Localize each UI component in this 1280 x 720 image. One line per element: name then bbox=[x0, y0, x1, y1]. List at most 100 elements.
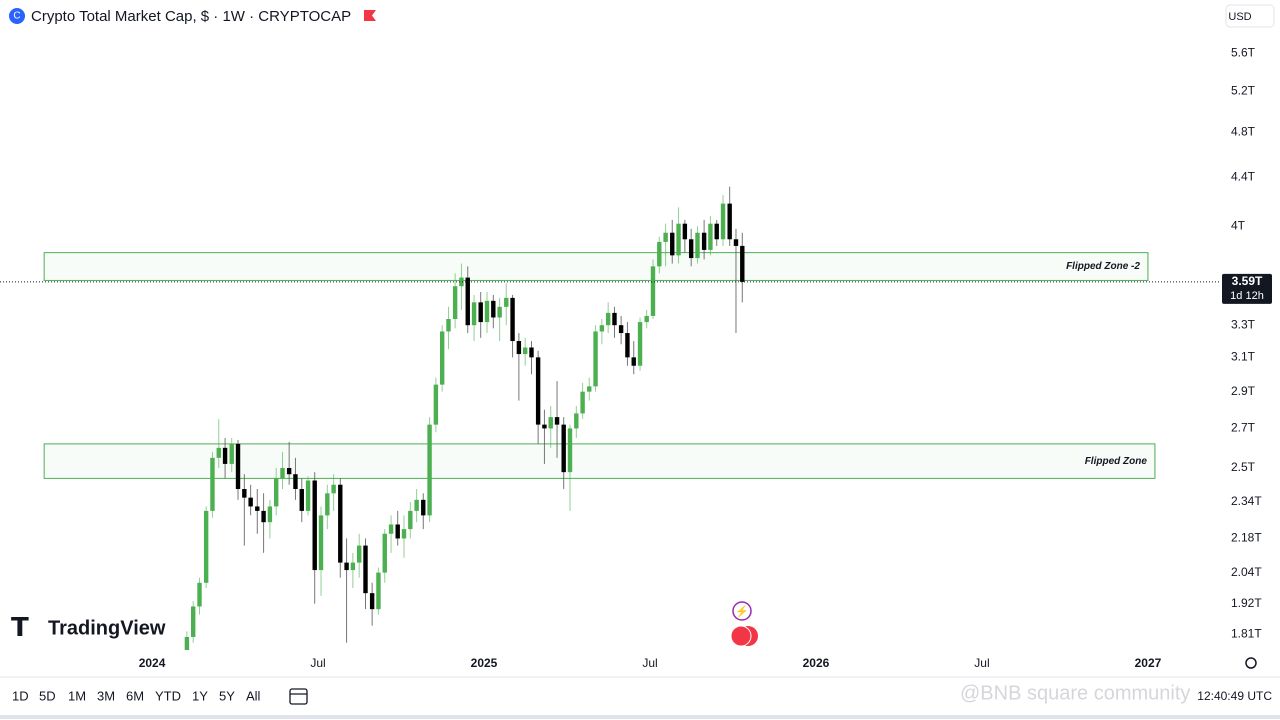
range-button[interactable]: 1D bbox=[12, 688, 29, 703]
candle-body bbox=[274, 478, 279, 507]
currency-label[interactable]: USD bbox=[1228, 11, 1251, 23]
candle-body bbox=[516, 341, 522, 355]
range-button[interactable]: 6M bbox=[126, 688, 144, 703]
candle-body bbox=[191, 606, 196, 637]
range-button[interactable]: All bbox=[246, 688, 261, 703]
y-tick-label: 5.6T bbox=[1231, 45, 1256, 59]
candle-body bbox=[599, 325, 605, 332]
candle-body bbox=[414, 499, 419, 511]
x-tick-label: 2025 bbox=[471, 656, 498, 670]
candle-body bbox=[504, 297, 509, 307]
countdown: 1d 12h bbox=[1230, 290, 1264, 302]
candle-body bbox=[618, 325, 624, 334]
candle-body bbox=[605, 312, 611, 326]
candle-body bbox=[433, 384, 439, 425]
candle-body bbox=[318, 515, 324, 571]
candle-body bbox=[631, 357, 636, 366]
candle-body bbox=[261, 510, 266, 523]
event-icon-glyph[interactable]: ⚡ bbox=[735, 605, 749, 618]
y-tick-label: 5.2T bbox=[1231, 83, 1256, 97]
tv-logo: TradingView bbox=[48, 617, 166, 639]
range-button[interactable]: 3M bbox=[97, 688, 115, 703]
candle-body bbox=[625, 333, 630, 358]
x-tick-label: Jul bbox=[642, 656, 657, 670]
settings-icon[interactable] bbox=[1245, 657, 1257, 669]
y-tick-label: 4.8T bbox=[1231, 125, 1256, 139]
range-button[interactable]: 5D bbox=[39, 688, 56, 703]
candle-body bbox=[267, 506, 273, 523]
candle-body bbox=[203, 510, 209, 583]
zone-label: Flipped Zone -2 bbox=[1066, 261, 1140, 272]
candle-body bbox=[561, 424, 566, 473]
candle-body bbox=[210, 457, 215, 511]
candle-body bbox=[293, 474, 298, 490]
event-icon[interactable] bbox=[732, 601, 752, 621]
candle-body bbox=[701, 232, 707, 250]
candle-body bbox=[612, 312, 617, 326]
y-tick-label: 4.4T bbox=[1231, 169, 1256, 183]
candle-body bbox=[720, 203, 726, 240]
candle-body bbox=[535, 357, 541, 425]
candle-body bbox=[708, 223, 713, 250]
candle-body bbox=[325, 493, 330, 516]
candle-body bbox=[338, 484, 343, 563]
candle-body bbox=[421, 499, 426, 516]
currency-button[interactable] bbox=[1225, 4, 1275, 28]
y-tick-label: 1.92T bbox=[1231, 596, 1262, 610]
candle-body bbox=[255, 506, 260, 511]
candle-body bbox=[388, 524, 394, 534]
x-tick-label: Jul bbox=[974, 656, 989, 670]
x-tick-label: 2026 bbox=[803, 656, 830, 670]
range-button[interactable]: 1M bbox=[68, 688, 86, 703]
tv-logo-mark: 𝗧 bbox=[11, 612, 29, 642]
y-tick-label: 3.1T bbox=[1231, 350, 1256, 364]
candle-body bbox=[497, 306, 502, 318]
candle-body bbox=[695, 232, 700, 259]
candle-body bbox=[229, 443, 234, 464]
y-tick-label: 2.7T bbox=[1231, 421, 1256, 435]
candle-body bbox=[369, 593, 375, 610]
x-tick-label: 2024 bbox=[139, 656, 166, 670]
candle-body bbox=[657, 241, 662, 267]
candle-body bbox=[286, 468, 292, 475]
y-tick-label: 3.3T bbox=[1231, 317, 1256, 331]
candle-body bbox=[280, 468, 285, 479]
candle-body bbox=[484, 300, 490, 323]
candle-body bbox=[510, 297, 515, 342]
candle-body bbox=[580, 391, 585, 414]
candle-body bbox=[688, 239, 694, 259]
candle-body bbox=[382, 533, 387, 573]
candle-body bbox=[408, 510, 413, 530]
candle-body bbox=[222, 447, 228, 464]
candle-body bbox=[471, 302, 477, 326]
candle-body bbox=[376, 572, 381, 610]
candle-body bbox=[363, 545, 368, 594]
range-button[interactable]: 1Y bbox=[192, 688, 208, 703]
candle-body bbox=[478, 302, 483, 323]
zone-label: Flipped Zone bbox=[1085, 456, 1148, 467]
candle-body bbox=[331, 484, 336, 494]
event-icon[interactable] bbox=[730, 625, 752, 647]
range-button[interactable]: YTD bbox=[155, 688, 181, 703]
candle-body bbox=[401, 529, 407, 539]
candle-body bbox=[650, 266, 656, 316]
candle-body bbox=[356, 545, 362, 563]
calendar-icon[interactable] bbox=[289, 688, 308, 705]
candle-body bbox=[727, 203, 732, 240]
candle-body bbox=[733, 239, 739, 246]
candle-body bbox=[670, 232, 675, 256]
candle-body bbox=[427, 424, 432, 516]
x-tick-label: Jul bbox=[310, 656, 325, 670]
candle-body bbox=[465, 277, 470, 326]
candle-body bbox=[350, 562, 356, 571]
candle-body bbox=[452, 286, 458, 320]
candle-body bbox=[184, 636, 190, 650]
candle-body bbox=[312, 480, 317, 571]
y-tick-label: 2.18T bbox=[1231, 531, 1262, 545]
candle-body bbox=[593, 331, 598, 387]
clock: 12:40:49 UTC bbox=[1197, 689, 1272, 703]
range-button[interactable]: 5Y bbox=[219, 688, 235, 703]
candle-body bbox=[644, 315, 649, 323]
candle-body bbox=[548, 417, 553, 429]
